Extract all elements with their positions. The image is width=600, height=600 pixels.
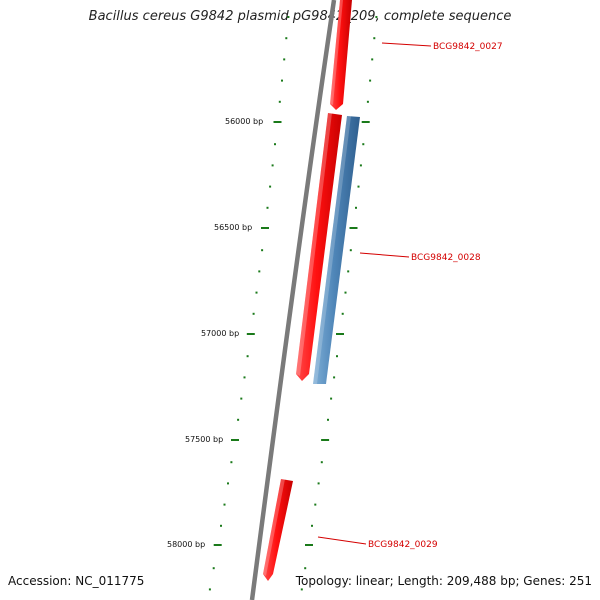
genes-count: 251	[569, 574, 592, 588]
gene-label-0029[interactable]: BCG9842_0029	[368, 540, 438, 550]
accession-value: NC_011775	[75, 574, 145, 588]
sequence-backbone	[249, 0, 337, 600]
length-label: Length:	[397, 574, 443, 588]
gene-label-leader-0028	[359, 252, 410, 258]
gene-BCG9842_0028[interactable]	[313, 116, 360, 384]
gene-BCG9842_0027[interactable]	[330, 0, 352, 110]
gene-label-leader-0029	[317, 536, 367, 545]
gene-label-leader-0027	[381, 42, 432, 47]
accession-info: Accession: NC_011775	[8, 574, 144, 588]
gene-labels: BCG9842_0027 BCG9842_0028 BCG9842_0029	[317, 42, 503, 550]
ruler-label-56500: 56500 bp	[214, 223, 252, 232]
ruler-ticks	[208, 16, 378, 591]
ruler-labels: 56000 bp 56500 bp 57000 bp 57500 bp 5800…	[167, 117, 263, 549]
genes-label: Genes:	[523, 574, 566, 588]
gene-label-0028[interactable]: BCG9842_0028	[411, 253, 481, 263]
ruler-label-57000: 57000 bp	[201, 329, 239, 338]
map-title: Bacillus cereus G9842 plasmid pG9842_209…	[88, 9, 512, 24]
length-value: 209,488 bp	[446, 574, 516, 588]
gene-BCG9842_0028-forward[interactable]	[296, 113, 342, 381]
ruler-label-57500: 57500 bp	[185, 435, 223, 444]
ruler-label-58000: 58000 bp	[167, 540, 205, 549]
topology-label: Topology:	[295, 574, 352, 588]
topology-value: linear	[355, 574, 390, 588]
ruler-label-56000: 56000 bp	[225, 117, 263, 126]
gene-label-0027[interactable]: BCG9842_0027	[433, 42, 503, 52]
genes	[263, 0, 360, 581]
sequence-summary: Topology: linear; Length: 209,488 bp; Ge…	[295, 574, 592, 588]
gene-BCG9842_0029[interactable]	[263, 479, 293, 581]
accession-label: Accession:	[8, 574, 72, 588]
